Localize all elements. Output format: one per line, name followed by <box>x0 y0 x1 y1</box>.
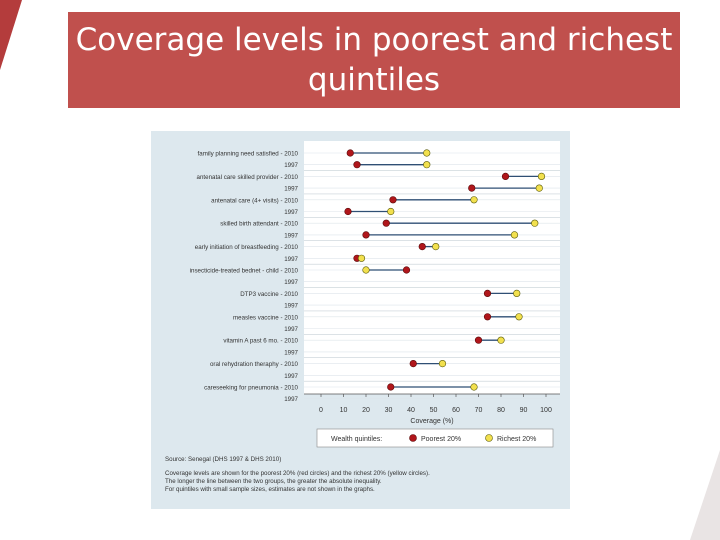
poorest-point <box>418 242 426 251</box>
legend-poorest-label: Poorest 20% <box>421 436 461 443</box>
slide-corner-shade <box>690 450 720 540</box>
richest-point <box>537 172 546 181</box>
richest-point <box>387 207 395 216</box>
row-label: oral rehydration theraphy - 2010 <box>210 361 299 368</box>
poorest-point <box>474 336 483 344</box>
poorest-point <box>389 196 397 204</box>
richest-point <box>470 196 478 204</box>
row-label: family planning need satisfied - 2010 <box>198 151 299 158</box>
x-tick-label: 60 <box>452 407 460 414</box>
richest-point <box>432 242 440 251</box>
x-tick-label: 20 <box>362 407 370 414</box>
richest-point <box>423 149 431 157</box>
legend-title: Wealth quintiles: <box>331 436 382 443</box>
richest-point <box>470 383 478 391</box>
row-label: vitamin A past 6 mo. - 2010 <box>223 338 298 345</box>
poorest-point <box>382 219 390 227</box>
legend: Wealth quintiles: Poorest 20% Richest 20… <box>316 428 554 448</box>
poorest-point <box>409 360 417 368</box>
row-label: 1997 <box>284 256 298 263</box>
row-label: 1997 <box>284 326 298 333</box>
poorest-point <box>468 184 476 192</box>
slide-corner-accent <box>0 0 22 70</box>
row-label: 1997 <box>284 279 298 286</box>
poorest-point <box>346 149 354 157</box>
legend-richest-label: Richest 20% <box>497 436 536 443</box>
chart-panel: family planning need satisfied - 2010 199… <box>151 131 570 509</box>
source-note: Source: Senegal (DHS 1997 & DHS 2010) <box>165 456 281 463</box>
row-label: DTP3 vaccine - 2010 <box>240 291 298 298</box>
richest-point <box>510 231 519 239</box>
x-tick-label: 80 <box>497 407 505 414</box>
caption-line-1: Coverage levels are shown for the poores… <box>165 470 430 477</box>
richest-point <box>423 161 431 169</box>
x-tick-label: 100 <box>540 407 552 414</box>
row-label: 1997 <box>284 186 298 193</box>
row-label: 1997 <box>284 349 298 356</box>
row-label: 1997 <box>284 373 298 380</box>
row-label: 1997 <box>284 209 298 216</box>
richest-point <box>513 289 521 297</box>
richest-point <box>362 266 370 274</box>
dumbbell-chart: family planning need satisfied - 2010 199… <box>165 141 560 493</box>
richest-point <box>497 336 505 344</box>
x-tick-label: 30 <box>385 407 393 414</box>
poorest-point <box>483 289 492 297</box>
plot-area <box>304 141 560 394</box>
x-tick-label: 40 <box>407 407 415 414</box>
richest-point <box>438 360 447 368</box>
row-label: 1997 <box>284 303 298 310</box>
x-tick-label: 50 <box>430 407 438 414</box>
row-label: early initiation of breastfeeding - 2010 <box>195 244 299 251</box>
legend-richest-marker <box>485 434 493 442</box>
title-banner: Coverage levels in poorest and richest q… <box>68 12 680 108</box>
poorest-point <box>362 231 370 239</box>
row-label: measles vaccine - 2010 <box>233 314 299 321</box>
poorest-point <box>483 313 492 321</box>
x-tick-label: 0 <box>319 407 323 414</box>
row-label: 1997 <box>284 162 298 169</box>
row-label: 1997 <box>284 232 298 239</box>
legend-poorest-marker <box>409 434 417 442</box>
row-label: antenatal care skilled provider - 2010 <box>197 174 299 181</box>
caption-line-2: The longer the line between the two grou… <box>165 478 382 485</box>
poorest-point <box>353 161 361 169</box>
richest-point <box>515 313 523 321</box>
row-label: careseeking for pneumonia - 2010 <box>204 385 298 392</box>
row-label: skilled birth attendant - 2010 <box>220 221 298 228</box>
poorest-point <box>501 172 510 181</box>
row-label: insecticide-treated bednet - child - 201… <box>190 268 299 275</box>
poorest-point <box>387 383 395 391</box>
slide-title: Coverage levels in poorest and richest q… <box>75 22 673 98</box>
x-tick-label: 70 <box>475 407 483 414</box>
x-axis-label: Coverage (%) <box>410 418 453 425</box>
richest-point <box>531 219 539 227</box>
poorest-point <box>402 266 411 274</box>
richest-point <box>357 254 366 262</box>
richest-point <box>535 184 543 192</box>
row-label: 1997 <box>284 396 298 403</box>
x-tick-label: 90 <box>520 407 528 414</box>
x-tick-label: 10 <box>340 407 348 414</box>
poorest-point <box>344 207 352 216</box>
row-label: antenatal care (4+ visits) - 2010 <box>211 197 298 204</box>
caption-line-3: For quintiles with small sample sizes, e… <box>165 486 375 493</box>
